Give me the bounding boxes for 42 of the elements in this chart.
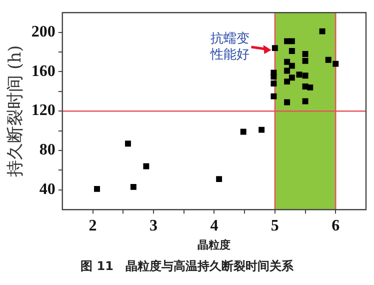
point (270, 80, 277, 86)
y-tick-label: 120 (31, 102, 56, 120)
point (332, 60, 339, 67)
point (288, 38, 295, 44)
y-tick-label: 40 (39, 181, 56, 198)
x-tick-label: 6 (332, 217, 340, 234)
point (284, 68, 290, 74)
point (325, 56, 332, 63)
point (288, 74, 295, 81)
y-tick-label: 160 (31, 62, 56, 80)
point (143, 163, 150, 170)
point (302, 72, 308, 79)
caption: 图 11 晶粒度与高温持久断裂时间关系 (80, 258, 294, 275)
point (284, 78, 290, 85)
point (94, 186, 100, 192)
point (125, 140, 131, 147)
point (319, 28, 326, 34)
point (272, 45, 278, 52)
x-tick-label: 3 (149, 217, 158, 234)
y-tick-label: 80 (39, 142, 56, 159)
point (307, 84, 314, 90)
point (258, 126, 265, 133)
point (302, 58, 308, 64)
point (216, 176, 222, 182)
point (296, 72, 302, 78)
point (288, 48, 295, 54)
point (270, 93, 277, 100)
point (240, 128, 246, 135)
y-tick-label: 200 (31, 23, 56, 40)
x-tick-label: 4 (210, 217, 218, 234)
point (302, 50, 308, 57)
point (270, 74, 277, 80)
x-axis-title: 晶粒度 (198, 238, 231, 252)
point (130, 184, 136, 190)
point (302, 98, 308, 104)
x-tick-label: 5 (270, 217, 279, 234)
x-tick-label: 2 (88, 217, 97, 234)
point (284, 99, 290, 106)
point (288, 62, 295, 69)
y-axis-title: 持久断裂时间 (h) (6, 45, 26, 177)
point (284, 58, 290, 65)
annotation: 抗蠕变性能好 (209, 31, 250, 62)
